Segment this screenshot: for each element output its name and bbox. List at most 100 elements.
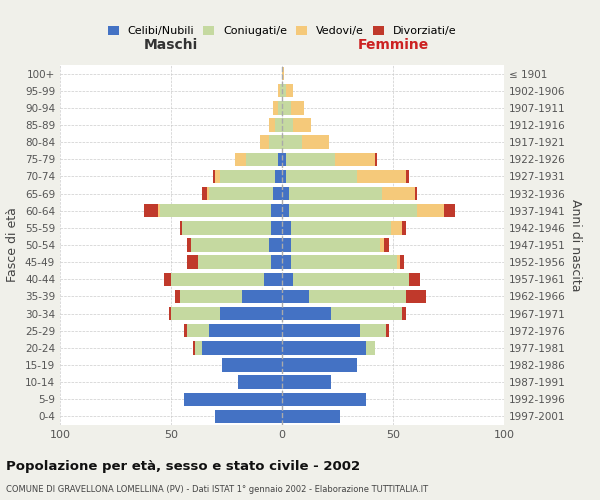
Bar bbox=[382, 187, 415, 200]
Bar bbox=[331, 307, 402, 320]
Bar bbox=[402, 307, 406, 320]
Bar bbox=[415, 187, 418, 200]
Bar bbox=[282, 324, 360, 338]
Bar bbox=[269, 118, 275, 132]
Bar bbox=[286, 170, 358, 183]
Bar bbox=[280, 84, 282, 98]
Bar bbox=[282, 410, 340, 423]
Bar bbox=[282, 256, 291, 269]
Y-axis label: Anni di nascita: Anni di nascita bbox=[569, 198, 582, 291]
Bar bbox=[220, 307, 282, 320]
Bar bbox=[444, 204, 455, 218]
Text: Maschi: Maschi bbox=[144, 38, 198, 52]
Bar bbox=[193, 341, 196, 354]
Bar bbox=[335, 152, 375, 166]
Bar bbox=[271, 221, 282, 234]
Bar bbox=[360, 324, 386, 338]
Bar bbox=[182, 221, 271, 234]
Bar bbox=[264, 272, 282, 286]
Bar bbox=[282, 118, 293, 132]
Bar bbox=[213, 170, 215, 183]
Bar bbox=[196, 341, 202, 354]
Bar bbox=[220, 170, 275, 183]
Bar bbox=[171, 307, 220, 320]
Bar bbox=[406, 290, 426, 303]
Bar bbox=[418, 204, 444, 218]
Bar bbox=[282, 307, 331, 320]
Bar bbox=[184, 324, 187, 338]
Bar bbox=[380, 238, 384, 252]
Text: Femmine: Femmine bbox=[358, 38, 428, 52]
Bar bbox=[409, 272, 419, 286]
Bar bbox=[367, 341, 375, 354]
Bar bbox=[406, 170, 409, 183]
Bar bbox=[209, 187, 273, 200]
Bar bbox=[282, 187, 289, 200]
Bar bbox=[169, 307, 171, 320]
Bar bbox=[235, 152, 247, 166]
Bar bbox=[175, 290, 180, 303]
Bar bbox=[293, 118, 311, 132]
Bar bbox=[206, 187, 209, 200]
Bar bbox=[286, 152, 335, 166]
Bar bbox=[282, 152, 286, 166]
Bar bbox=[247, 152, 278, 166]
Bar bbox=[282, 67, 284, 80]
Text: Popolazione per età, sesso e stato civile - 2002: Popolazione per età, sesso e stato civil… bbox=[6, 460, 360, 473]
Bar bbox=[291, 238, 380, 252]
Bar bbox=[293, 272, 409, 286]
Bar bbox=[375, 152, 377, 166]
Bar bbox=[275, 170, 282, 183]
Bar bbox=[397, 256, 400, 269]
Bar bbox=[289, 187, 382, 200]
Text: COMUNE DI GRAVELLONA LOMELLINA (PV) - Dati ISTAT 1° gennaio 2002 - Elaborazione : COMUNE DI GRAVELLONA LOMELLINA (PV) - Da… bbox=[6, 485, 428, 494]
Bar bbox=[291, 256, 397, 269]
Bar bbox=[180, 221, 182, 234]
Bar bbox=[282, 341, 367, 354]
Bar bbox=[187, 324, 209, 338]
Bar bbox=[180, 290, 242, 303]
Bar bbox=[278, 152, 282, 166]
Bar bbox=[282, 101, 291, 114]
Bar bbox=[282, 238, 291, 252]
Bar bbox=[391, 221, 402, 234]
Bar bbox=[282, 392, 367, 406]
Bar bbox=[282, 136, 302, 149]
Bar bbox=[282, 272, 293, 286]
Bar bbox=[278, 84, 280, 98]
Bar bbox=[282, 204, 289, 218]
Bar bbox=[158, 204, 160, 218]
Bar bbox=[187, 238, 191, 252]
Bar bbox=[145, 204, 158, 218]
Bar bbox=[184, 392, 282, 406]
Bar bbox=[202, 187, 206, 200]
Bar bbox=[160, 204, 271, 218]
Bar bbox=[273, 101, 278, 114]
Bar bbox=[402, 221, 406, 234]
Bar bbox=[282, 376, 331, 389]
Bar bbox=[215, 410, 282, 423]
Bar bbox=[215, 170, 220, 183]
Bar bbox=[222, 358, 282, 372]
Bar bbox=[171, 272, 264, 286]
Bar bbox=[308, 290, 406, 303]
Bar bbox=[282, 290, 308, 303]
Bar bbox=[302, 136, 329, 149]
Bar bbox=[164, 272, 171, 286]
Bar bbox=[286, 84, 293, 98]
Bar bbox=[386, 324, 389, 338]
Bar bbox=[269, 238, 282, 252]
Bar bbox=[282, 221, 291, 234]
Bar bbox=[269, 136, 282, 149]
Bar bbox=[282, 84, 286, 98]
Bar bbox=[275, 118, 282, 132]
Bar bbox=[289, 204, 418, 218]
Bar bbox=[209, 324, 282, 338]
Bar bbox=[384, 238, 389, 252]
Bar bbox=[291, 101, 304, 114]
Bar bbox=[273, 187, 282, 200]
Bar bbox=[282, 358, 358, 372]
Bar bbox=[400, 256, 404, 269]
Bar bbox=[187, 256, 197, 269]
Bar bbox=[282, 170, 286, 183]
